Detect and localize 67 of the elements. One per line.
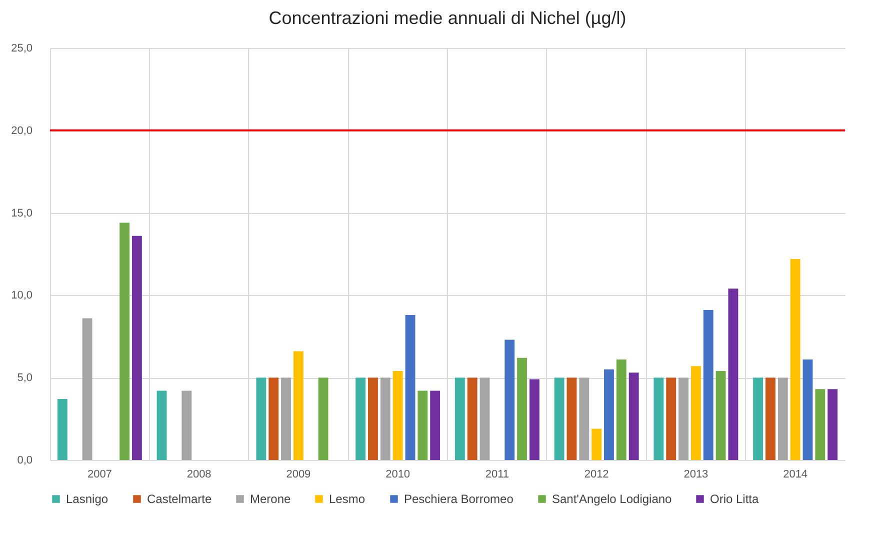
bar (120, 222, 130, 460)
bar (815, 389, 826, 460)
bar (293, 351, 304, 460)
y-tick-label: 15,0 (11, 207, 32, 220)
bar (356, 378, 366, 460)
bar (628, 372, 639, 460)
x-tick-label: 2013 (684, 468, 708, 480)
bar (579, 378, 590, 460)
bar (281, 378, 291, 460)
y-tick-label: 5,0 (17, 372, 32, 384)
x-tick-label: 2009 (286, 468, 311, 480)
x-tick-label: 2010 (386, 468, 410, 480)
bar (728, 288, 738, 460)
bar (454, 378, 465, 460)
bar (654, 378, 664, 460)
bar (380, 378, 390, 460)
legend-label: Merone (250, 492, 292, 506)
bar (368, 378, 378, 460)
bar (604, 369, 614, 460)
bar (790, 258, 800, 460)
bar (405, 314, 416, 460)
bar (616, 359, 626, 460)
bar (703, 310, 714, 460)
bar (766, 378, 776, 460)
legend-label: Orio Litta (710, 492, 760, 506)
bar (517, 358, 527, 460)
x-tick-label: 2011 (485, 468, 510, 480)
bar (430, 390, 440, 460)
bar (256, 378, 266, 460)
y-tick-label: 0,0 (17, 454, 32, 466)
x-tick-label: 2007 (87, 468, 112, 480)
bar (156, 390, 167, 460)
y-tick-label: 25,0 (11, 42, 32, 54)
bar (318, 378, 328, 460)
bar (802, 359, 813, 460)
bar (592, 428, 602, 460)
legend-label: Sant'Angelo Lodigiano (552, 492, 672, 506)
bar (554, 378, 564, 460)
legend-label: Peschiera Borromeo (404, 492, 514, 506)
bar (467, 378, 478, 460)
bar (566, 378, 577, 460)
x-tick-label: 2008 (186, 468, 212, 480)
bar (753, 378, 764, 460)
bar (828, 389, 838, 460)
bar (57, 399, 68, 460)
bar (418, 390, 428, 460)
bar (666, 378, 676, 460)
bar (529, 379, 540, 460)
bar (504, 340, 515, 460)
bar (778, 378, 788, 460)
bar (690, 366, 701, 460)
bar (82, 318, 92, 460)
bar (716, 371, 726, 460)
bar (182, 390, 192, 460)
bar (678, 378, 688, 460)
bar (132, 236, 142, 460)
legend-label: Castelmarte (147, 492, 212, 506)
y-tick-label: 10,0 (11, 290, 32, 302)
bar (268, 378, 279, 460)
x-tick-label: 2012 (584, 468, 609, 480)
x-tick-label: 2014 (783, 468, 808, 480)
legend-label: Lesmo (329, 492, 366, 506)
bar (480, 378, 490, 460)
legend-label: Lasnigo (66, 492, 108, 506)
bar (392, 371, 403, 460)
chart-title: Concentrazioni medie annuali di Nichel (µg/l) (268, 8, 626, 28)
y-tick-label: 20,0 (11, 124, 32, 137)
